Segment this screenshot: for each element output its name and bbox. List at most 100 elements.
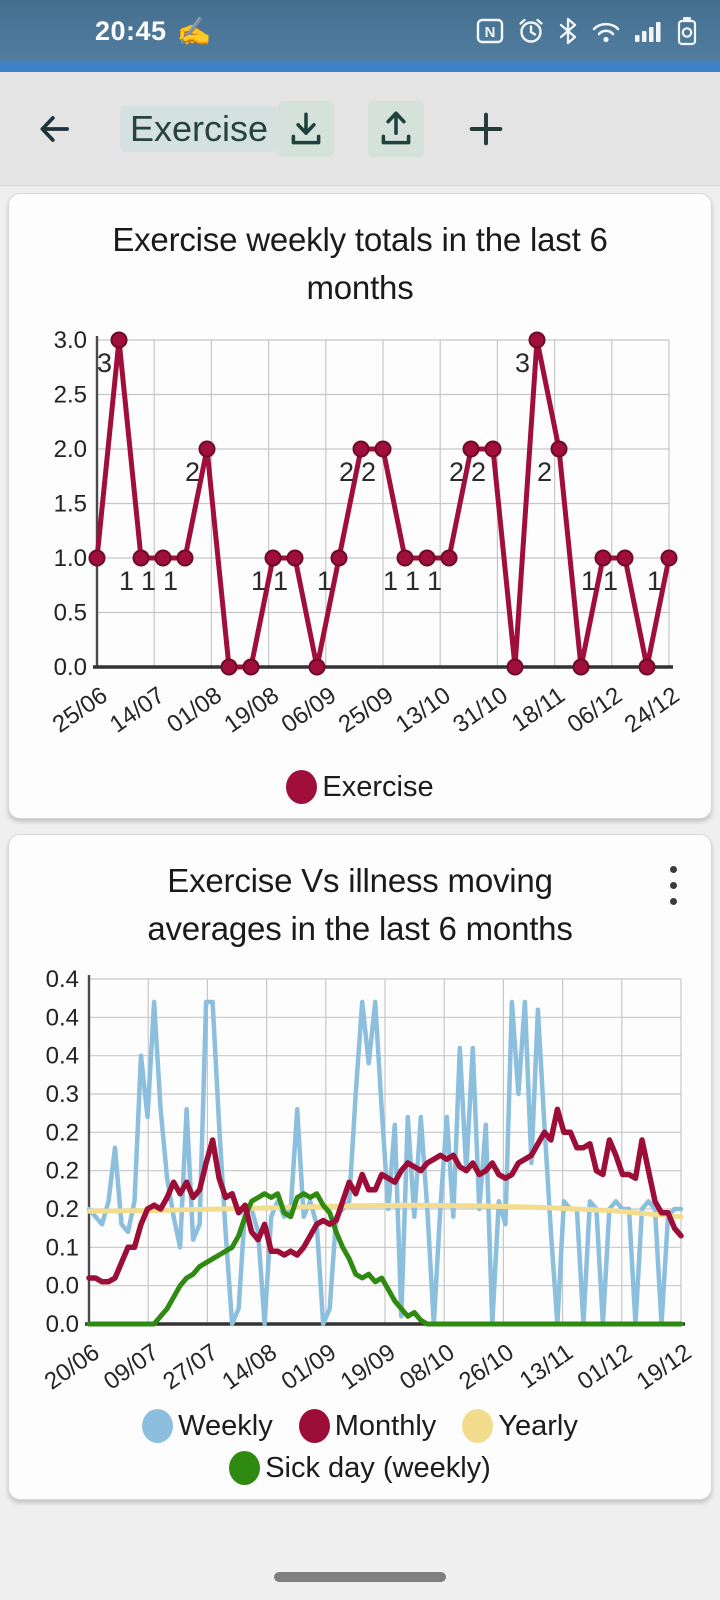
x-tick-label: 13/10 — [391, 682, 456, 739]
y-tick-label: 0.4 — [46, 966, 79, 993]
data-point — [176, 549, 194, 567]
legend-item: Monthly — [298, 1409, 437, 1443]
x-tick-label: 27/07 — [158, 1339, 223, 1396]
export-button[interactable] — [368, 100, 425, 157]
legend-item: Yearly — [462, 1409, 578, 1443]
add-button[interactable] — [458, 101, 514, 157]
x-tick-label: 25/09 — [334, 682, 399, 739]
data-point — [616, 549, 634, 567]
x-tick-label: 13/11 — [515, 1339, 578, 1395]
legend-item: Exercise — [286, 770, 434, 804]
point-value-label: 2 — [185, 457, 200, 487]
x-tick-label: 26/10 — [454, 1339, 519, 1396]
y-tick-label: 1.0 — [54, 545, 87, 572]
download-icon — [291, 112, 321, 144]
point-value-label: 2 — [449, 457, 464, 487]
y-tick-label: 1.5 — [54, 491, 87, 518]
data-point — [242, 658, 260, 676]
nfc-icon: N — [475, 16, 505, 46]
point-value-label: 3 — [97, 348, 112, 378]
data-point — [506, 658, 524, 676]
data-point — [418, 549, 436, 567]
wifi-icon — [590, 16, 622, 46]
point-value-label: 2 — [537, 457, 552, 487]
y-tick-label: 0.3 — [46, 1081, 79, 1108]
plus-icon — [469, 112, 503, 145]
upload-icon — [381, 110, 411, 144]
download-button[interactable] — [278, 100, 335, 157]
y-tick-label: 0.2 — [46, 1158, 79, 1185]
legend-label: Monthly — [334, 1409, 437, 1442]
point-value-label: 1 — [383, 566, 398, 596]
x-tick-label: 08/10 — [395, 1339, 460, 1396]
battery-icon — [674, 15, 700, 47]
data-point — [308, 658, 326, 676]
y-tick-label: 0.0 — [46, 1273, 79, 1300]
app-bar: Exercise — [0, 72, 720, 185]
x-tick-label: 19/09 — [336, 1339, 401, 1396]
y-tick-label: 2.0 — [54, 436, 87, 463]
data-point — [374, 440, 392, 458]
data-point — [484, 440, 502, 458]
data-point — [154, 549, 172, 567]
x-tick-label: 01/08 — [162, 682, 227, 739]
back-button[interactable] — [28, 102, 82, 156]
weekly-totals-card: Exercise weekly totals in the last 6 mon… — [8, 193, 712, 819]
chart2-menu-button[interactable] — [651, 853, 695, 917]
status-icons: N — [475, 15, 700, 47]
y-tick-label: 0.2 — [46, 1196, 79, 1223]
point-value-label: 2 — [339, 457, 354, 487]
chart1-title: Exercise weekly totals in the last 6 mon… — [112, 221, 608, 306]
y-tick-label: 0.0 — [46, 1311, 79, 1338]
x-tick-label: 09/07 — [99, 1339, 164, 1396]
legend-label: Exercise — [322, 770, 434, 803]
x-tick-label: 06/12 — [563, 682, 628, 739]
data-point — [660, 549, 678, 567]
point-value-label: 1 — [251, 566, 266, 596]
data-point — [462, 440, 480, 458]
point-value-label: 1 — [119, 566, 134, 596]
status-bar: 20:45 ✍ N — [0, 0, 720, 62]
legend-label: Weekly — [178, 1409, 273, 1442]
y-tick-label: 0.1 — [46, 1234, 79, 1261]
chart2-legend: Weekly Monthly Yearly Sick day (weekly) — [70, 1409, 650, 1485]
arrow-left-icon — [40, 115, 69, 142]
point-value-label: 1 — [603, 566, 618, 596]
legend-dot — [462, 1409, 494, 1443]
y-tick-label: 3.0 — [54, 327, 87, 354]
moving-averages-chart[interactable]: 20/0609/0727/0714/0801/0919/0908/1026/10… — [9, 961, 713, 1407]
data-point — [286, 549, 304, 567]
data-point — [528, 331, 546, 349]
data-point — [88, 549, 106, 567]
point-value-label: 1 — [317, 566, 332, 596]
home-indicator[interactable] — [274, 1572, 446, 1582]
x-tick-label: 14/07 — [105, 682, 170, 739]
chart1-legend: Exercise — [70, 770, 650, 804]
y-tick-label: 2.5 — [54, 382, 87, 409]
weekly-line — [86, 999, 684, 1327]
legend-label: Sick day (weekly) — [265, 1451, 491, 1484]
sick-day-weekly--line — [86, 1191, 684, 1327]
data-point — [440, 549, 458, 567]
data-point — [132, 549, 150, 567]
legend-dot — [286, 770, 318, 804]
svg-text:N: N — [485, 24, 496, 41]
weekly-totals-chart[interactable]: 25/0614/0701/0819/0806/0925/0913/1031/10… — [9, 320, 713, 768]
point-value-label: 1 — [163, 566, 178, 596]
signal-icon — [633, 16, 663, 46]
legend-label: Yearly — [498, 1409, 578, 1442]
point-value-label: 1 — [141, 566, 156, 596]
x-tick-label: 19/12 — [632, 1339, 697, 1396]
y-tick-label: 0.5 — [54, 600, 87, 627]
point-value-label: 1 — [273, 566, 288, 596]
x-tick-label: 31/10 — [448, 682, 513, 739]
x-tick-label: 01/12 — [573, 1339, 638, 1396]
point-value-label: 1 — [647, 566, 662, 596]
data-point — [550, 440, 568, 458]
data-point — [264, 549, 282, 567]
point-value-label: 2 — [471, 457, 486, 487]
data-point — [198, 440, 216, 458]
y-tick-label: 0.4 — [46, 1043, 79, 1070]
x-tick-label: 18/11 — [507, 682, 570, 738]
content-area: Exercise weekly totals in the last 6 mon… — [0, 185, 720, 1500]
